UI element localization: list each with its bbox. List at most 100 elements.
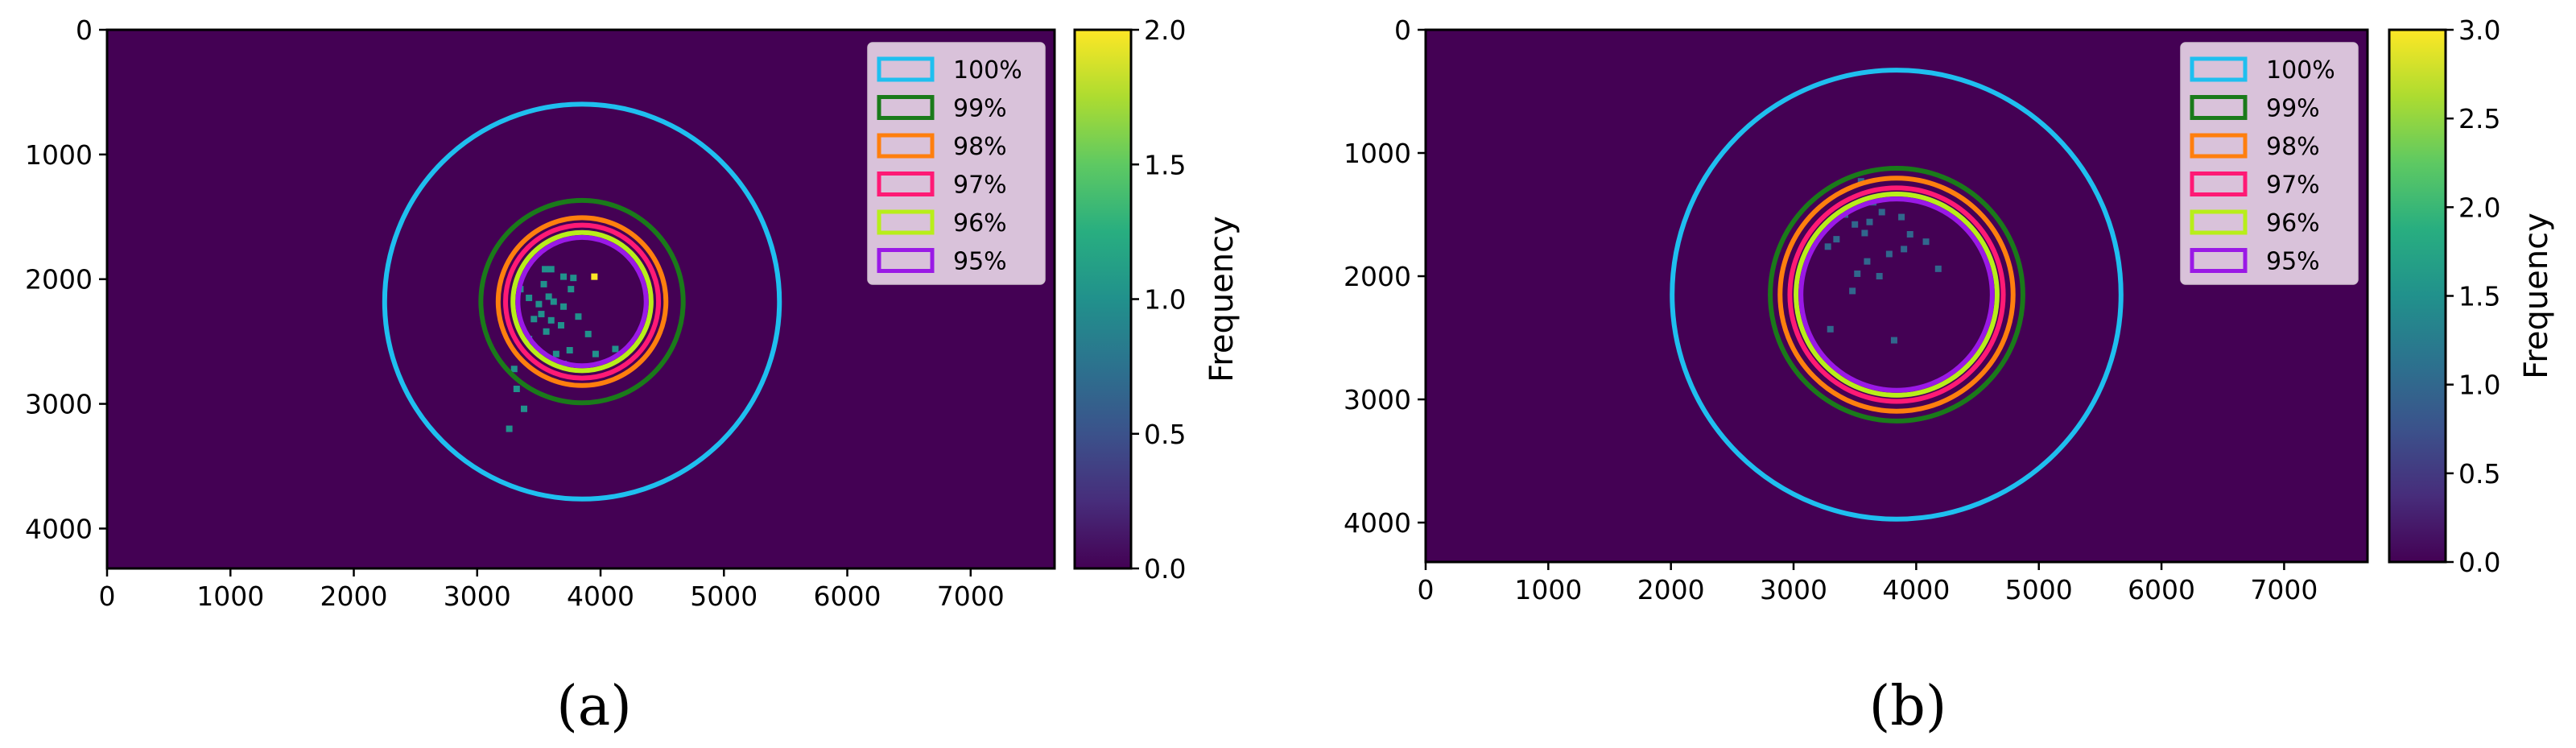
axes: 0 1000 2000 3000 4000 5000 6000 7000 0 1000 2000 30… [25,14,1056,612]
legend-swatch [877,133,935,159]
heatmap-cell [535,300,543,308]
y-tick-label: 3000 [1344,384,1411,415]
heatmap-cell [1885,250,1893,258]
y-tick-label: 1000 [25,139,93,171]
heatmap-cell [513,386,520,392]
heatmap-cell [1827,325,1834,333]
heatmap-cell [1901,246,1908,253]
y-tick-label: 0 [1394,14,1411,46]
y-tick-label: 3000 [25,389,93,420]
heatmap-cell [1824,243,1831,250]
colorbar-tick-label: 2.0 [1144,14,1186,46]
contour-circle [503,222,662,381]
legend-swatch [2190,248,2248,273]
heatmap-cell [1906,230,1913,238]
legend: 100% 99% 98% 97% 96% 95% [867,42,1046,285]
legend-label: 97% [2266,172,2320,200]
contour-circle [478,197,686,406]
heatmap-cell [566,346,573,353]
contour-circle [1768,166,2025,424]
colorbar-label: Frequency [2518,213,2555,379]
colorbar-tick-label: 1.5 [2458,281,2500,312]
legend-label: 95% [2266,248,2320,276]
y-tick-label: 4000 [1344,507,1411,539]
x-tick-label: 0 [1418,574,1435,605]
contour-circle [1787,185,2006,404]
colorbar-tick-label: 0.5 [2458,458,2500,490]
panel-caption: (b) [1869,675,1947,738]
x-tick-label: 3000 [444,581,511,612]
heatmap-cell [550,298,557,305]
panel-caption: (a) [556,675,632,738]
heatmap-marks [382,101,782,502]
x-tick-label: 6000 [2128,574,2195,605]
heatmap-cell [542,266,549,273]
legend-label: 97% [953,172,1007,200]
heatmap-cell [592,350,599,357]
heatmap-cell [530,316,538,323]
contour-circle [510,229,654,374]
colorbar-gradient [2389,30,2446,562]
heatmap-cell [510,366,518,373]
colorbar-gradient [1075,30,1131,568]
legend-swatch [2190,209,2248,235]
x-tick-label: 2000 [1637,574,1705,605]
x-tick-label: 7000 [2250,574,2318,605]
x-tick-label: 5000 [690,581,758,612]
y-tick-label: 2000 [1344,261,1411,292]
heatmap-cell [560,303,568,310]
heatmap-marks [1670,68,2124,522]
heatmap-cell [1890,337,1897,344]
heatmap-cell [552,350,559,357]
heatmap-cell [591,273,598,280]
heatmap-cell [570,275,577,282]
legend-swatch [877,172,935,196]
contour-circle [495,215,669,388]
colorbar: 0.0 0.5 1.0 1.5 2.0 2.5 3.0 Frequency [2388,14,2555,578]
colorbar-tick-label: 2.0 [2458,192,2500,223]
legend-swatch [877,209,935,235]
legend-label: 98% [953,133,1007,161]
heatmap-cell [1922,238,1930,246]
heatmap-cell [547,316,555,324]
legend-swatch [877,56,935,82]
heatmap-cell [1852,221,1859,228]
heatmap-cell [560,273,568,280]
colorbar-tick-label: 1.0 [1144,284,1186,316]
heatmap-cell [547,266,555,273]
heatmap-cell [1898,213,1905,221]
axes: 0 1000 2000 3000 4000 5000 6000 7000 0 1000 2000 30… [1344,14,2369,605]
colorbar-tick-label: 2.5 [2458,103,2500,134]
colorbar-tick-label: 0.0 [1144,553,1186,585]
colorbar-tick-label: 0.5 [1144,419,1186,450]
legend-swatch [2190,95,2248,120]
heatmap-cell [1854,270,1861,277]
colorbar-label: Frequency [1203,216,1241,382]
legend-label: 96% [953,209,1007,238]
heatmap-cell [557,322,564,329]
x-tick-label: 4000 [1882,574,1950,605]
heatmap-cell [526,294,533,301]
y-tick-label: 1000 [1344,138,1411,169]
heatmap-cell [538,311,545,318]
heatmap-cell [1864,258,1871,265]
colorbar: 0.0 0.5 1.0 1.5 2.0 Frequency [1073,14,1241,585]
heatmap-cell [543,328,550,335]
x-tick-label: 7000 [937,581,1005,612]
panel-a: 0 1000 2000 3000 4000 5000 6000 7000 0 1000 2000 30… [25,14,1241,738]
contour-circle [1777,176,2016,414]
heatmap-cell [612,345,619,353]
legend-box [867,42,1046,285]
legend-swatch [877,95,935,120]
heatmap-cell [1934,265,1942,272]
contour-circle [515,234,649,369]
contour-circle [1794,192,2000,398]
heatmap-cell [521,405,528,412]
legend-label: 99% [2266,95,2320,123]
legend-label: 99% [953,95,1007,123]
x-tick-label: 0 [99,581,116,612]
heatmap-cell [1849,287,1856,295]
legend-swatch [2190,172,2248,196]
heatmap-cell [1861,229,1868,237]
legend-swatch [2190,133,2248,159]
